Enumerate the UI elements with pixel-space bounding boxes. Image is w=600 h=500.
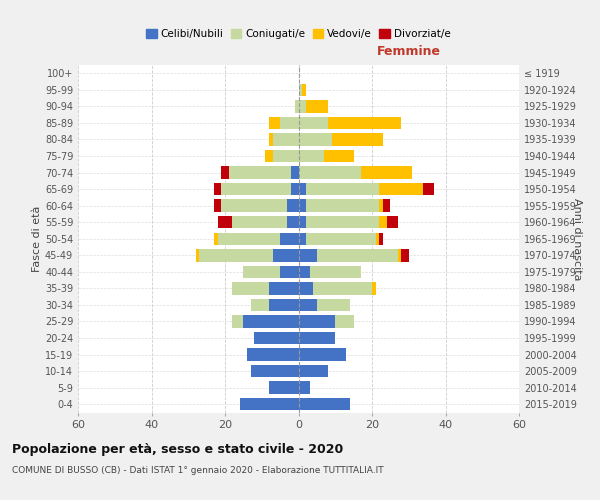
Bar <box>218 216 232 228</box>
Bar <box>379 232 383 245</box>
Bar <box>317 249 398 262</box>
Bar <box>269 298 299 311</box>
Bar <box>299 183 306 196</box>
Bar <box>214 200 221 212</box>
Bar <box>299 100 306 112</box>
Bar <box>280 266 299 278</box>
Bar <box>273 134 299 145</box>
Bar <box>328 116 401 129</box>
Bar <box>383 200 391 212</box>
Bar <box>379 200 383 212</box>
Bar <box>291 166 299 179</box>
Bar <box>306 216 379 228</box>
Bar <box>199 249 273 262</box>
Bar <box>299 84 302 96</box>
Bar <box>269 134 273 145</box>
Bar <box>247 348 299 361</box>
Bar <box>265 150 273 162</box>
Bar <box>214 183 221 196</box>
Bar <box>299 232 306 245</box>
Bar <box>232 216 287 228</box>
Bar <box>269 116 280 129</box>
Bar <box>221 166 229 179</box>
Legend: Celibi/Nubili, Coniugati/e, Vedovi/e, Divorziat/e: Celibi/Nubili, Coniugati/e, Vedovi/e, Di… <box>142 25 455 44</box>
Bar <box>269 382 299 394</box>
Bar <box>306 183 379 196</box>
Bar <box>232 282 269 294</box>
Bar <box>251 298 269 311</box>
Bar <box>299 332 335 344</box>
Bar <box>196 249 199 262</box>
Bar <box>240 398 299 410</box>
Bar <box>372 282 376 294</box>
Bar <box>299 134 332 145</box>
Bar <box>302 84 306 96</box>
Bar <box>269 282 299 294</box>
Bar <box>273 150 299 162</box>
Bar <box>424 183 434 196</box>
Bar <box>299 166 361 179</box>
Bar <box>287 216 299 228</box>
Bar <box>379 216 387 228</box>
Bar <box>299 216 306 228</box>
Bar <box>299 282 313 294</box>
Bar <box>254 332 299 344</box>
Bar <box>287 200 299 212</box>
Bar <box>379 183 424 196</box>
Text: COMUNE DI BUSSO (CB) - Dati ISTAT 1° gennaio 2020 - Elaborazione TUTTITALIA.IT: COMUNE DI BUSSO (CB) - Dati ISTAT 1° gen… <box>12 466 383 475</box>
Bar <box>299 398 350 410</box>
Text: Popolazione per età, sesso e stato civile - 2020: Popolazione per età, sesso e stato civil… <box>12 442 343 456</box>
Bar <box>244 266 280 278</box>
Bar <box>291 183 299 196</box>
Bar <box>376 232 379 245</box>
Bar <box>306 200 379 212</box>
Bar <box>317 298 350 311</box>
Bar <box>310 266 361 278</box>
Bar <box>251 365 299 378</box>
Bar <box>306 100 328 112</box>
Y-axis label: Fasce di età: Fasce di età <box>32 206 42 272</box>
Bar <box>229 166 291 179</box>
Bar <box>387 216 398 228</box>
Bar <box>306 232 376 245</box>
Bar <box>299 382 310 394</box>
Text: Femmine: Femmine <box>377 45 441 58</box>
Bar <box>273 249 299 262</box>
Bar <box>299 348 346 361</box>
Bar <box>335 316 353 328</box>
Bar <box>232 316 244 328</box>
Bar <box>295 100 299 112</box>
Bar <box>398 249 401 262</box>
Bar <box>218 232 280 245</box>
Bar <box>244 316 299 328</box>
Bar <box>221 200 287 212</box>
Bar <box>280 232 299 245</box>
Bar <box>299 200 306 212</box>
Bar <box>401 249 409 262</box>
Bar <box>324 150 353 162</box>
Bar <box>313 282 372 294</box>
Y-axis label: Anni di nascita: Anni di nascita <box>572 198 582 280</box>
Bar <box>221 183 291 196</box>
Bar <box>299 316 335 328</box>
Bar <box>299 298 317 311</box>
Bar <box>332 134 383 145</box>
Bar <box>214 232 218 245</box>
Bar <box>299 365 328 378</box>
Bar <box>280 116 299 129</box>
Bar <box>299 249 317 262</box>
Bar <box>299 116 328 129</box>
Bar <box>361 166 412 179</box>
Bar <box>299 266 310 278</box>
Bar <box>299 150 324 162</box>
